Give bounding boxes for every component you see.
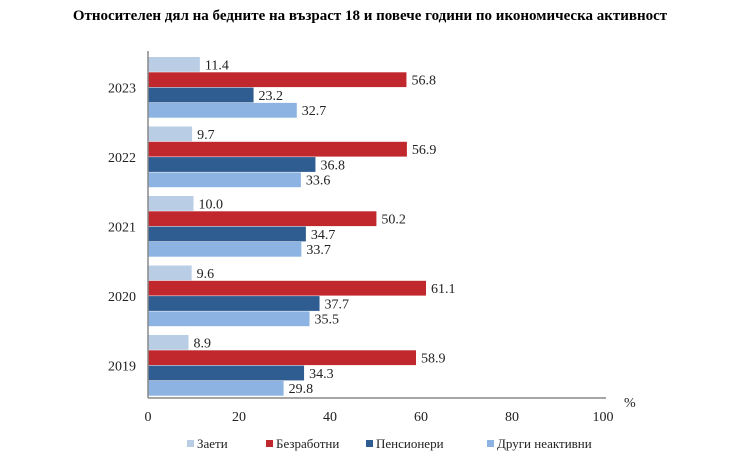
bar-1-2023 <box>148 72 407 88</box>
bar-0-2019 <box>148 335 189 350</box>
bar-2-2020 <box>148 296 320 311</box>
category-label: 2019 <box>108 360 136 375</box>
data-label: 10.0 <box>199 197 224 212</box>
x-tick-label: 100 <box>593 410 614 425</box>
data-label: 9.7 <box>197 128 215 143</box>
bar-0-2020 <box>148 265 192 281</box>
data-label: 33.6 <box>306 174 331 189</box>
legend-swatch <box>487 440 494 447</box>
x-tick-label: 0 <box>145 410 152 425</box>
data-label: 34.7 <box>311 228 336 243</box>
x-axis-label: % <box>624 396 636 411</box>
data-label: 58.9 <box>421 352 446 367</box>
data-label: 9.6 <box>197 267 215 282</box>
data-label: 32.7 <box>302 104 327 119</box>
bar-3-2019 <box>148 380 284 396</box>
data-label: 56.9 <box>412 143 437 158</box>
data-label: 36.8 <box>320 158 345 173</box>
bar-2-2021 <box>148 226 306 242</box>
x-tick-label: 20 <box>232 410 246 425</box>
data-label: 33.7 <box>306 243 331 258</box>
category-label: 2022 <box>108 151 136 166</box>
bar-0-2021 <box>148 196 194 211</box>
data-label: 56.8 <box>411 74 436 89</box>
legend-label: Заети <box>197 436 228 451</box>
category-label: 2021 <box>108 221 136 236</box>
x-tick-label: 40 <box>323 410 337 425</box>
bar-0-2023 <box>148 57 200 72</box>
data-label: 29.8 <box>289 382 314 397</box>
bar-0-2022 <box>148 126 193 142</box>
legend-label: Пенсионери <box>376 436 444 451</box>
bar-1-2019 <box>148 350 416 366</box>
category-label: 2023 <box>108 82 136 97</box>
bar-2-2023 <box>148 87 254 103</box>
bar-3-2022 <box>148 172 301 188</box>
bar-3-2023 <box>148 102 297 118</box>
bar-3-2020 <box>148 311 310 327</box>
data-label: 50.2 <box>381 213 406 228</box>
data-label: 35.5 <box>315 313 340 328</box>
category-label: 2020 <box>108 290 136 305</box>
bar-1-2021 <box>148 211 377 227</box>
legend-swatch <box>266 440 273 447</box>
data-label: 34.3 <box>309 367 334 382</box>
bar-1-2022 <box>148 141 407 157</box>
chart-title: Относителен дял на бедните на възраст 18… <box>72 8 668 24</box>
legend-swatch <box>187 440 194 447</box>
data-label: 61.1 <box>431 282 456 297</box>
data-label: 8.9 <box>193 336 211 351</box>
x-tick-label: 60 <box>414 410 428 425</box>
bar-2-2022 <box>148 157 316 172</box>
bar-2-2019 <box>148 365 305 381</box>
legend-label: Безработни <box>276 436 339 451</box>
data-label: 23.2 <box>259 89 284 104</box>
legend-swatch <box>366 440 373 447</box>
data-label: 11.4 <box>205 58 229 73</box>
legend-label: Други неактивни <box>497 436 592 451</box>
bar-1-2020 <box>148 280 427 296</box>
x-tick-label: 80 <box>505 410 519 425</box>
data-label: 37.7 <box>325 297 350 312</box>
bar-3-2021 <box>148 241 302 257</box>
